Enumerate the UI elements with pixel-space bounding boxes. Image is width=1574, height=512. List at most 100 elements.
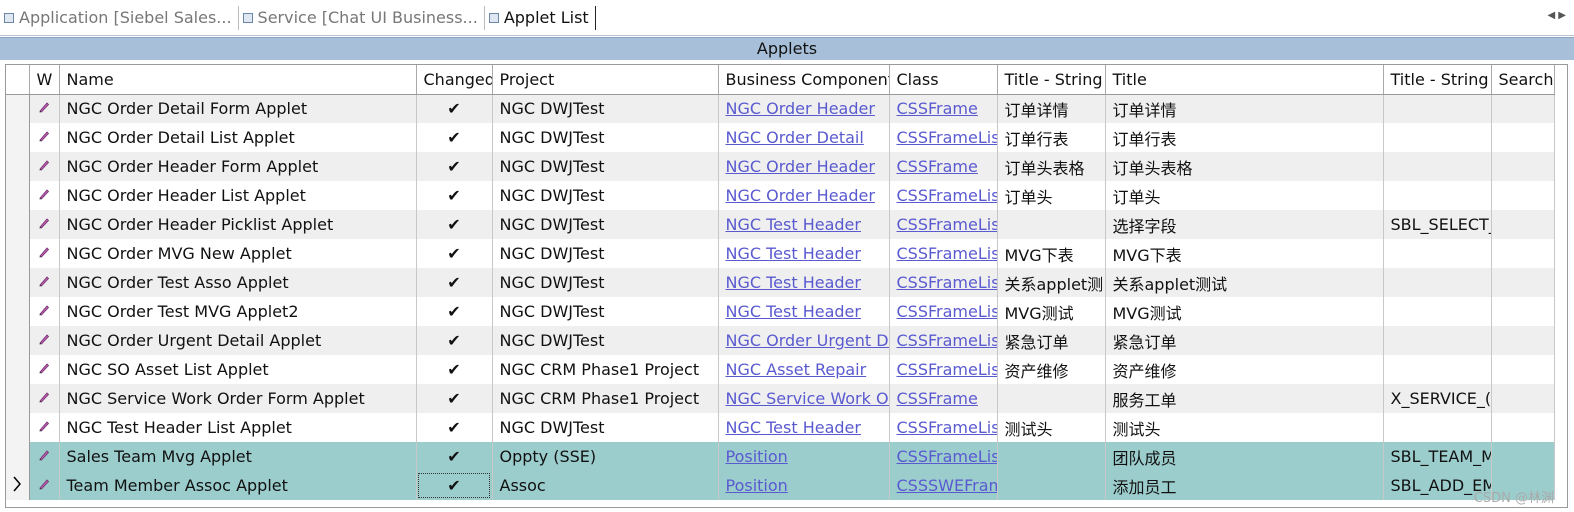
cell (1383, 355, 1492, 384)
row[interactable]: NGC Order Test MVG Applet2 ✔ NGC DWJTest NG… (6, 297, 1555, 326)
row[interactable]: NGC Order Detail List Applet ✔ NGC DWJTest… (6, 123, 1555, 152)
row[interactable]: Sales Team Mvg Applet ✔ Oppty (SSE) Positio… (6, 442, 1555, 471)
cell-link[interactable]: CSSSWEFram (889, 471, 998, 500)
cell-link[interactable]: Position (718, 471, 890, 500)
column-header[interactable]: Business Component (718, 65, 890, 95)
cell-link[interactable]: CSSFrameList (889, 268, 998, 297)
row[interactable]: NGC Order MVG New Applet ✔ NGC DWJTest NGC … (6, 239, 1555, 268)
cell-link[interactable]: NGC Order Header (718, 181, 890, 210)
cell: NGC Test Header List Applet (59, 413, 417, 442)
cell: ✔ (416, 471, 493, 500)
cell-link[interactable]: NGC Order Header (718, 152, 890, 181)
edit-icon (29, 239, 60, 268)
tab[interactable]: Application [Siebel Sales... (0, 5, 239, 30)
cell-link[interactable]: CSSFrame (889, 94, 998, 123)
cell: NGC Service Work Order Form Applet (59, 384, 417, 413)
cell-link[interactable]: NGC Asset Repair (718, 355, 890, 384)
cell: SBL_TEAM_M (1383, 442, 1492, 471)
row-selector (6, 210, 30, 239)
row[interactable]: NGC Order Detail Form Applet ✔ NGC DWJTest… (6, 94, 1555, 123)
row-selector (6, 94, 30, 123)
cell: NGC Order Detail Form Applet (59, 94, 417, 123)
cell: NGC Order MVG New Applet (59, 239, 417, 268)
column-header[interactable]: Search (1491, 65, 1555, 95)
cell (1383, 152, 1492, 181)
edit-icon (29, 384, 60, 413)
row[interactable]: NGC Order Header List Applet ✔ NGC DWJTest… (6, 181, 1555, 210)
cell-link[interactable]: CSSFrameList (889, 326, 998, 355)
row-selector (6, 413, 30, 442)
column-header[interactable]: Changed (416, 65, 493, 95)
cell-link[interactable]: CSSFrameList (889, 355, 998, 384)
cell: 紧急订单 (1105, 326, 1384, 355)
cell-link[interactable]: CSSFrameList (889, 297, 998, 326)
row[interactable]: Team Member Assoc Applet ✔ Assoc Position CS… (6, 471, 1555, 500)
cell: Assoc (492, 471, 719, 500)
column-header[interactable]: W (29, 65, 60, 95)
row[interactable]: NGC Order Header Picklist Applet ✔ NGC DWJ… (6, 210, 1555, 239)
cell: Team Member Assoc Applet (59, 471, 417, 500)
cell: ✔ (416, 123, 493, 152)
cell-link[interactable]: NGC Test Header (718, 297, 890, 326)
cell-link[interactable]: NGC Test Header (718, 413, 890, 442)
cell (1491, 355, 1555, 384)
row-selector (6, 384, 30, 413)
row-selector (6, 152, 30, 181)
column-header[interactable]: Title (1105, 65, 1384, 95)
cell-link[interactable]: CSSFrame (889, 384, 998, 413)
cell-link[interactable]: CSSFrameList (889, 210, 998, 239)
column-header[interactable]: Project (492, 65, 719, 95)
cell: ✔ (416, 355, 493, 384)
column-header[interactable]: Title - String ( (997, 65, 1106, 95)
row[interactable]: NGC Order Header Form Applet ✔ NGC DWJTest… (6, 152, 1555, 181)
cell: NGC SO Asset List Applet (59, 355, 417, 384)
row[interactable]: NGC Test Header List Applet ✔ NGC DWJTest N… (6, 413, 1555, 442)
cell: NGC DWJTest (492, 268, 719, 297)
tab[interactable]: Applet List (485, 5, 596, 30)
edit-icon (29, 471, 60, 500)
cell-link[interactable]: CSSFrameList (889, 123, 998, 152)
cell-link[interactable]: NGC Test Header (718, 210, 890, 239)
row[interactable]: NGC Order Urgent Detail Applet ✔ NGC DWJTe… (6, 326, 1555, 355)
cell: NGC Order Header Picklist Applet (59, 210, 417, 239)
cell (1491, 268, 1555, 297)
row-selector (6, 442, 30, 471)
cell-link[interactable]: CSSFrameList (889, 413, 998, 442)
row-selector (6, 326, 30, 355)
cell-link[interactable]: CSSFrameList (889, 442, 998, 471)
tab[interactable]: Service [Chat UI Business... (239, 5, 485, 30)
cell: 订单头 (1105, 181, 1384, 210)
cell: 关系applet测 (997, 268, 1106, 297)
cell-link[interactable]: NGC Test Header (718, 268, 890, 297)
cell-link[interactable]: NGC Order Header (718, 94, 890, 123)
cell: NGC Order Urgent Detail Applet (59, 326, 417, 355)
cell (1491, 152, 1555, 181)
column-header[interactable]: Class (889, 65, 998, 95)
cell (1383, 123, 1492, 152)
edit-icon (29, 355, 60, 384)
column-header[interactable]: Title - String (1383, 65, 1492, 95)
cell-link[interactable]: CSSFrameList (889, 181, 998, 210)
cell-link[interactable]: CSSFrameList (889, 239, 998, 268)
cell-link[interactable]: NGC Order Detail (718, 123, 890, 152)
edit-icon (29, 442, 60, 471)
cell-link[interactable]: NGC Test Header (718, 239, 890, 268)
tab-scroll[interactable]: ◀ ▶ (1547, 10, 1566, 21)
cell-link[interactable]: Position (718, 442, 890, 471)
cell: MVG测试 (997, 297, 1106, 326)
row[interactable]: NGC Order Test Asso Applet ✔ NGC DWJTest NG… (6, 268, 1555, 297)
row-selector (6, 181, 30, 210)
cell-link[interactable]: NGC Order Urgent Det (718, 326, 890, 355)
edit-icon (29, 210, 60, 239)
row[interactable]: NGC Service Work Order Form Applet ✔ NGC C… (6, 384, 1555, 413)
cell-link[interactable]: CSSFrame (889, 152, 998, 181)
row[interactable]: NGC SO Asset List Applet ✔ NGC CRM Phase1 … (6, 355, 1555, 384)
cell: ✔ (416, 94, 493, 123)
cell: ✔ (416, 413, 493, 442)
cell: ✔ (416, 442, 493, 471)
cell: 资产维修 (1105, 355, 1384, 384)
cell: X_SERVICE_( (1383, 384, 1492, 413)
cell (1491, 94, 1555, 123)
cell-link[interactable]: NGC Service Work Orc (718, 384, 890, 413)
column-header[interactable]: Name (59, 65, 417, 95)
